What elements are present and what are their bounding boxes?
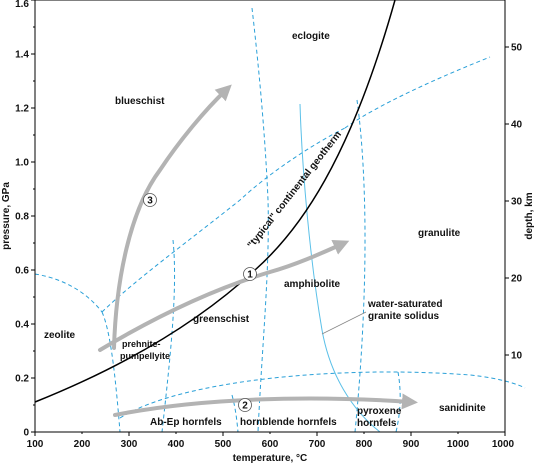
left-y-axis-title: pressure, GPa — [1, 182, 12, 250]
depth-tick-label: 20 — [511, 274, 523, 285]
solidus-leader-line — [321, 311, 367, 335]
hornfels-upper-boundary — [119, 371, 526, 419]
y-tick-label: 0 — [23, 428, 29, 439]
depth-tick-label: 40 — [511, 120, 523, 131]
y-tick-label: 0.6 — [15, 266, 29, 277]
y-tick-label: 0.8 — [15, 212, 29, 223]
facies-label-hornblende-hornfels: hornblende hornfels — [240, 417, 337, 428]
y-tick-label: 1.0 — [15, 158, 29, 169]
x-tick-label: 500 — [215, 439, 232, 450]
facies-label-granulite: granulite — [418, 228, 461, 239]
facies-label-pyroxene-hornfels: hornfels — [357, 418, 397, 429]
path-3-badge: 3 — [143, 193, 157, 207]
facies-label-sanidinite: sanidinite — [439, 403, 486, 414]
y-tick-label: 0.2 — [15, 374, 29, 385]
x-tick-label: 400 — [168, 439, 185, 450]
path-3-arrow — [112, 84, 232, 350]
path-2-arrow — [113, 393, 418, 417]
zeolite-prehnite-boundary — [101, 311, 121, 433]
x-tick-label: 1000 — [447, 439, 470, 450]
x-tick-label: 800 — [356, 439, 373, 450]
facies-label-blueschist: blueschist — [115, 96, 165, 107]
x-tick-label: 100 — [27, 439, 44, 450]
geotherm-label: "typical" continental geotherm — [246, 129, 344, 251]
granite-solidus-curve — [299, 103, 381, 433]
y-tick-label: 1.6 — [15, 0, 29, 10]
amphibolite-eclogite-boundary — [344, 56, 491, 129]
y-tick-label: 0.4 — [15, 320, 29, 331]
path-2-label: 2 — [242, 401, 248, 412]
facies-label-prehnite: prehnite- — [122, 339, 161, 349]
path-1-arrow — [98, 240, 350, 352]
amphibolite-granulite-boundary — [354, 99, 366, 433]
facies-boundaries — [34, 7, 526, 433]
path-3-label: 3 — [147, 196, 153, 207]
left-y-tick-labels: 0 0.2 0.4 0.6 0.8 1.0 1.2 1.4 1.6 — [15, 0, 29, 439]
right-y-axis-title: depth, km — [524, 192, 535, 239]
x-tick-label: 900 — [403, 439, 420, 450]
facies-label-eclogite: eclogite — [292, 31, 330, 42]
facies-label-ab-ep-hornfels: Ab-Ep hornfels — [150, 417, 222, 428]
path-1-badge: 1 — [243, 267, 257, 281]
y-tick-label: 1.4 — [15, 50, 29, 61]
solidus-label-line2: granite solidus — [368, 311, 440, 322]
right-y-axis — [505, 46, 509, 356]
path-1-label: 1 — [247, 270, 253, 281]
y-tick-label: 1.2 — [15, 104, 29, 115]
blueschist-greenschist-boundary — [101, 127, 346, 313]
right-y-tick-labels: 10 20 30 40 50 — [511, 43, 523, 362]
facies-label-pyroxene: pyroxene — [357, 406, 402, 417]
depth-tick-label: 30 — [511, 197, 523, 208]
geotherm-curve — [34, 0, 396, 403]
zeolite-upper-boundary — [34, 273, 103, 313]
facies-label-pumpellyite: pumpellyite — [120, 351, 170, 361]
x-tick-label: 1000 — [492, 439, 515, 450]
depth-tick-label: 50 — [511, 43, 523, 54]
pt-paths — [98, 84, 418, 417]
greenschist-amphibolite-boundary — [251, 7, 269, 433]
x-axis-title: temperature, °C — [233, 453, 308, 464]
x-tick-label: 200 — [74, 439, 91, 450]
facies-labels: eclogite blueschist granulite amphibolit… — [44, 31, 486, 429]
depth-tick-label: 10 — [511, 351, 523, 362]
left-y-axis — [31, 0, 35, 433]
x-axis — [34, 432, 506, 436]
prehnite-greenschist-boundary — [161, 239, 176, 433]
path-2-badge: 2 — [238, 398, 252, 412]
x-tick-labels: 100 200 300 400 500 600 700 800 900 1000 — [27, 439, 470, 450]
solidus-label-line1: water-saturated — [367, 299, 442, 310]
facies-label-amphibolite: amphibolite — [284, 279, 341, 290]
x-tick-label: 600 — [262, 439, 279, 450]
x-tick-label: 300 — [121, 439, 138, 450]
facies-label-greenschist: greenschist — [193, 314, 250, 325]
x-tick-label: 700 — [309, 439, 326, 450]
facies-label-zeolite: zeolite — [44, 330, 76, 341]
